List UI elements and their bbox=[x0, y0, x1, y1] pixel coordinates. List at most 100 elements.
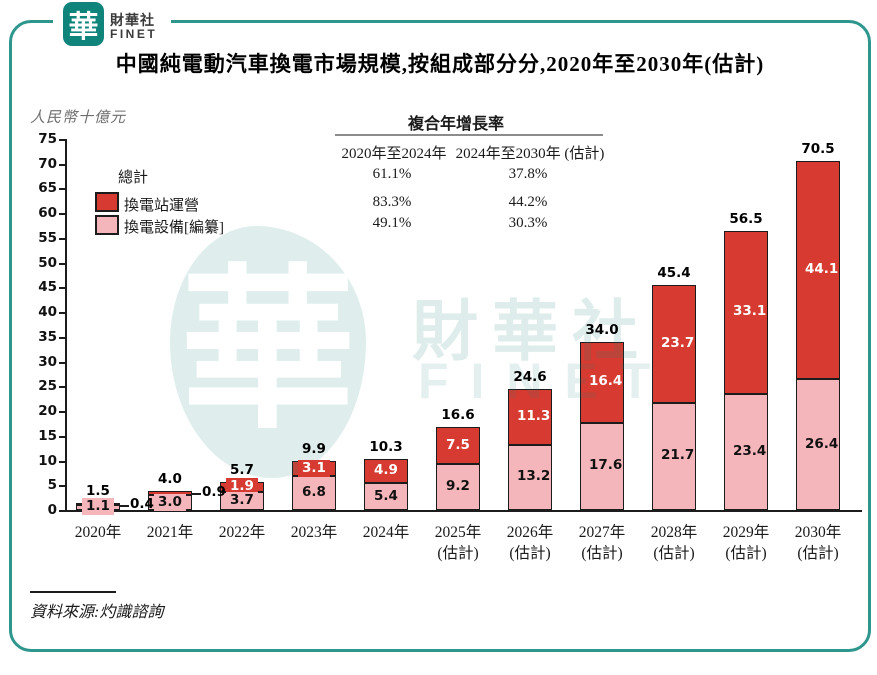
y-tick-label: 60 bbox=[38, 205, 57, 222]
y-tick-label: 35 bbox=[38, 328, 57, 345]
bar-station-label: 0.4 bbox=[130, 495, 154, 512]
legend-total-label: 總計 bbox=[118, 170, 149, 186]
y-tick-mark bbox=[59, 460, 65, 463]
x-axis-sublabel: (估計) bbox=[797, 545, 839, 562]
bar-equipment-label: 21.7 bbox=[658, 447, 694, 465]
source-divider-line bbox=[30, 591, 116, 593]
bar-total-label: 34.0 bbox=[585, 321, 619, 338]
cagr-total-2: 37.8% bbox=[508, 166, 548, 182]
bar-total-label: 56.5 bbox=[729, 210, 763, 227]
brand-name-zh: 財華社 bbox=[110, 12, 155, 28]
bar-station-label: 44.1 bbox=[802, 261, 838, 279]
y-tick-mark bbox=[59, 262, 65, 265]
x-axis-label: 2023年 bbox=[290, 524, 338, 541]
bar-equipment-label: 6.8 bbox=[298, 484, 330, 502]
bar-total-label: 24.6 bbox=[513, 368, 547, 385]
y-tick-label: 25 bbox=[38, 378, 57, 395]
bar-station-label: 16.4 bbox=[586, 373, 622, 391]
x-axis-sublabel: (估計) bbox=[725, 545, 767, 562]
x-axis-sublabel: (估計) bbox=[653, 545, 695, 562]
y-tick-label: 50 bbox=[38, 254, 57, 271]
cagr-col-header-2: 2024年至2030年 (估計) bbox=[455, 146, 605, 162]
x-axis-sublabel: (估計) bbox=[437, 545, 479, 562]
y-axis-title: 人民幣十億元 bbox=[30, 110, 127, 126]
bar-equipment-label: 5.4 bbox=[370, 487, 402, 505]
y-tick-mark bbox=[59, 336, 65, 339]
y-tick-mark bbox=[59, 411, 65, 414]
bar-station-label: 1.9 bbox=[226, 477, 258, 495]
finet-logo: 華 財華社 FINET bbox=[53, 0, 171, 50]
y-tick-label: 65 bbox=[38, 180, 57, 197]
cagr-col-header-1: 2020年至2024年 bbox=[341, 146, 447, 162]
y-tick-label: 30 bbox=[38, 353, 57, 370]
y-tick-label: 10 bbox=[38, 452, 57, 469]
y-tick-mark bbox=[59, 188, 65, 191]
x-axis-label: 2026年 bbox=[506, 524, 554, 541]
y-axis-line bbox=[65, 139, 67, 512]
bar-equipment-label: 1.1 bbox=[82, 498, 114, 516]
bar-total-label: 70.5 bbox=[801, 141, 835, 158]
bar-equipment-label: 23.4 bbox=[730, 443, 766, 461]
teal-frame-border bbox=[9, 20, 871, 652]
brand-name-en: FINET bbox=[110, 27, 158, 41]
bar-total-label: 9.9 bbox=[302, 441, 326, 458]
cagr-equipment-2: 30.3% bbox=[508, 215, 548, 231]
bar-equipment-label: 3.7 bbox=[226, 491, 258, 509]
cagr-table-title: 複合年增長率 bbox=[407, 116, 504, 133]
source-text: 資料來源:灼識諮詢 bbox=[30, 604, 164, 621]
bar-label-connector bbox=[120, 504, 129, 507]
logo-character: 華 bbox=[68, 11, 99, 44]
y-tick-label: 20 bbox=[38, 403, 57, 420]
y-tick-mark bbox=[59, 163, 65, 166]
bar-total-label: 4.0 bbox=[158, 470, 182, 487]
bar-equipment-label: 9.2 bbox=[442, 478, 474, 496]
legend-station-swatch bbox=[95, 192, 119, 212]
cagr-station-1: 83.3% bbox=[372, 194, 412, 210]
x-axis-label: 2025年 bbox=[434, 524, 482, 541]
y-tick-label: 5 bbox=[47, 477, 57, 494]
bar-equipment-label: 13.2 bbox=[514, 468, 550, 486]
y-tick-mark bbox=[59, 361, 65, 364]
bar-total-label: 5.7 bbox=[230, 462, 254, 479]
cagr-total-1: 61.1% bbox=[372, 166, 412, 182]
bar-equipment-label: 26.4 bbox=[802, 435, 838, 453]
y-tick-mark bbox=[59, 139, 65, 141]
bar-total-label: 16.6 bbox=[441, 407, 475, 424]
y-tick-mark bbox=[59, 287, 65, 290]
bar-total-label: 10.3 bbox=[369, 439, 403, 456]
x-axis-label: 2024年 bbox=[362, 524, 410, 541]
y-tick-mark bbox=[59, 510, 65, 512]
y-tick-mark bbox=[59, 485, 65, 488]
bar-label-connector bbox=[192, 492, 201, 495]
y-tick-label: 0 bbox=[47, 502, 57, 518]
bar-station-label: 11.3 bbox=[514, 407, 550, 425]
chart-title: 中國純電動汽車換電市場規模,按組成部分分,2020年至2030年(估計) bbox=[115, 52, 765, 76]
finet-logo-icon: 華 bbox=[63, 2, 104, 46]
x-axis-label: 2020年 bbox=[74, 524, 122, 541]
y-tick-label: 45 bbox=[38, 279, 57, 296]
y-tick-mark bbox=[59, 435, 65, 438]
y-tick-label: 40 bbox=[38, 304, 57, 321]
bar-equipment-label: 3.0 bbox=[154, 493, 186, 511]
bar-station-label: 7.5 bbox=[442, 436, 474, 454]
x-axis-sublabel: (估計) bbox=[509, 545, 551, 562]
y-tick-mark bbox=[59, 213, 65, 216]
bar-station-label: 3.1 bbox=[298, 459, 330, 477]
x-axis-label: 2029年 bbox=[722, 524, 770, 541]
bar-station-label: 0.9 bbox=[202, 483, 226, 500]
y-tick-label: 75 bbox=[38, 131, 57, 147]
y-tick-mark bbox=[59, 312, 65, 315]
y-tick-label: 55 bbox=[38, 229, 57, 246]
x-axis-label: 2022年 bbox=[218, 524, 266, 541]
cagr-station-2: 44.2% bbox=[508, 194, 548, 210]
legend-equipment-swatch bbox=[95, 215, 119, 235]
x-axis-label: 2030年 bbox=[794, 524, 842, 541]
x-axis-label: 2021年 bbox=[146, 524, 194, 541]
bar-equipment-label: 17.6 bbox=[586, 457, 622, 475]
x-axis-label: 2028年 bbox=[650, 524, 698, 541]
y-tick-mark bbox=[59, 237, 65, 240]
legend-equipment-label: 換電設備[編纂] bbox=[124, 220, 224, 236]
x-axis-sublabel: (估計) bbox=[581, 545, 623, 562]
